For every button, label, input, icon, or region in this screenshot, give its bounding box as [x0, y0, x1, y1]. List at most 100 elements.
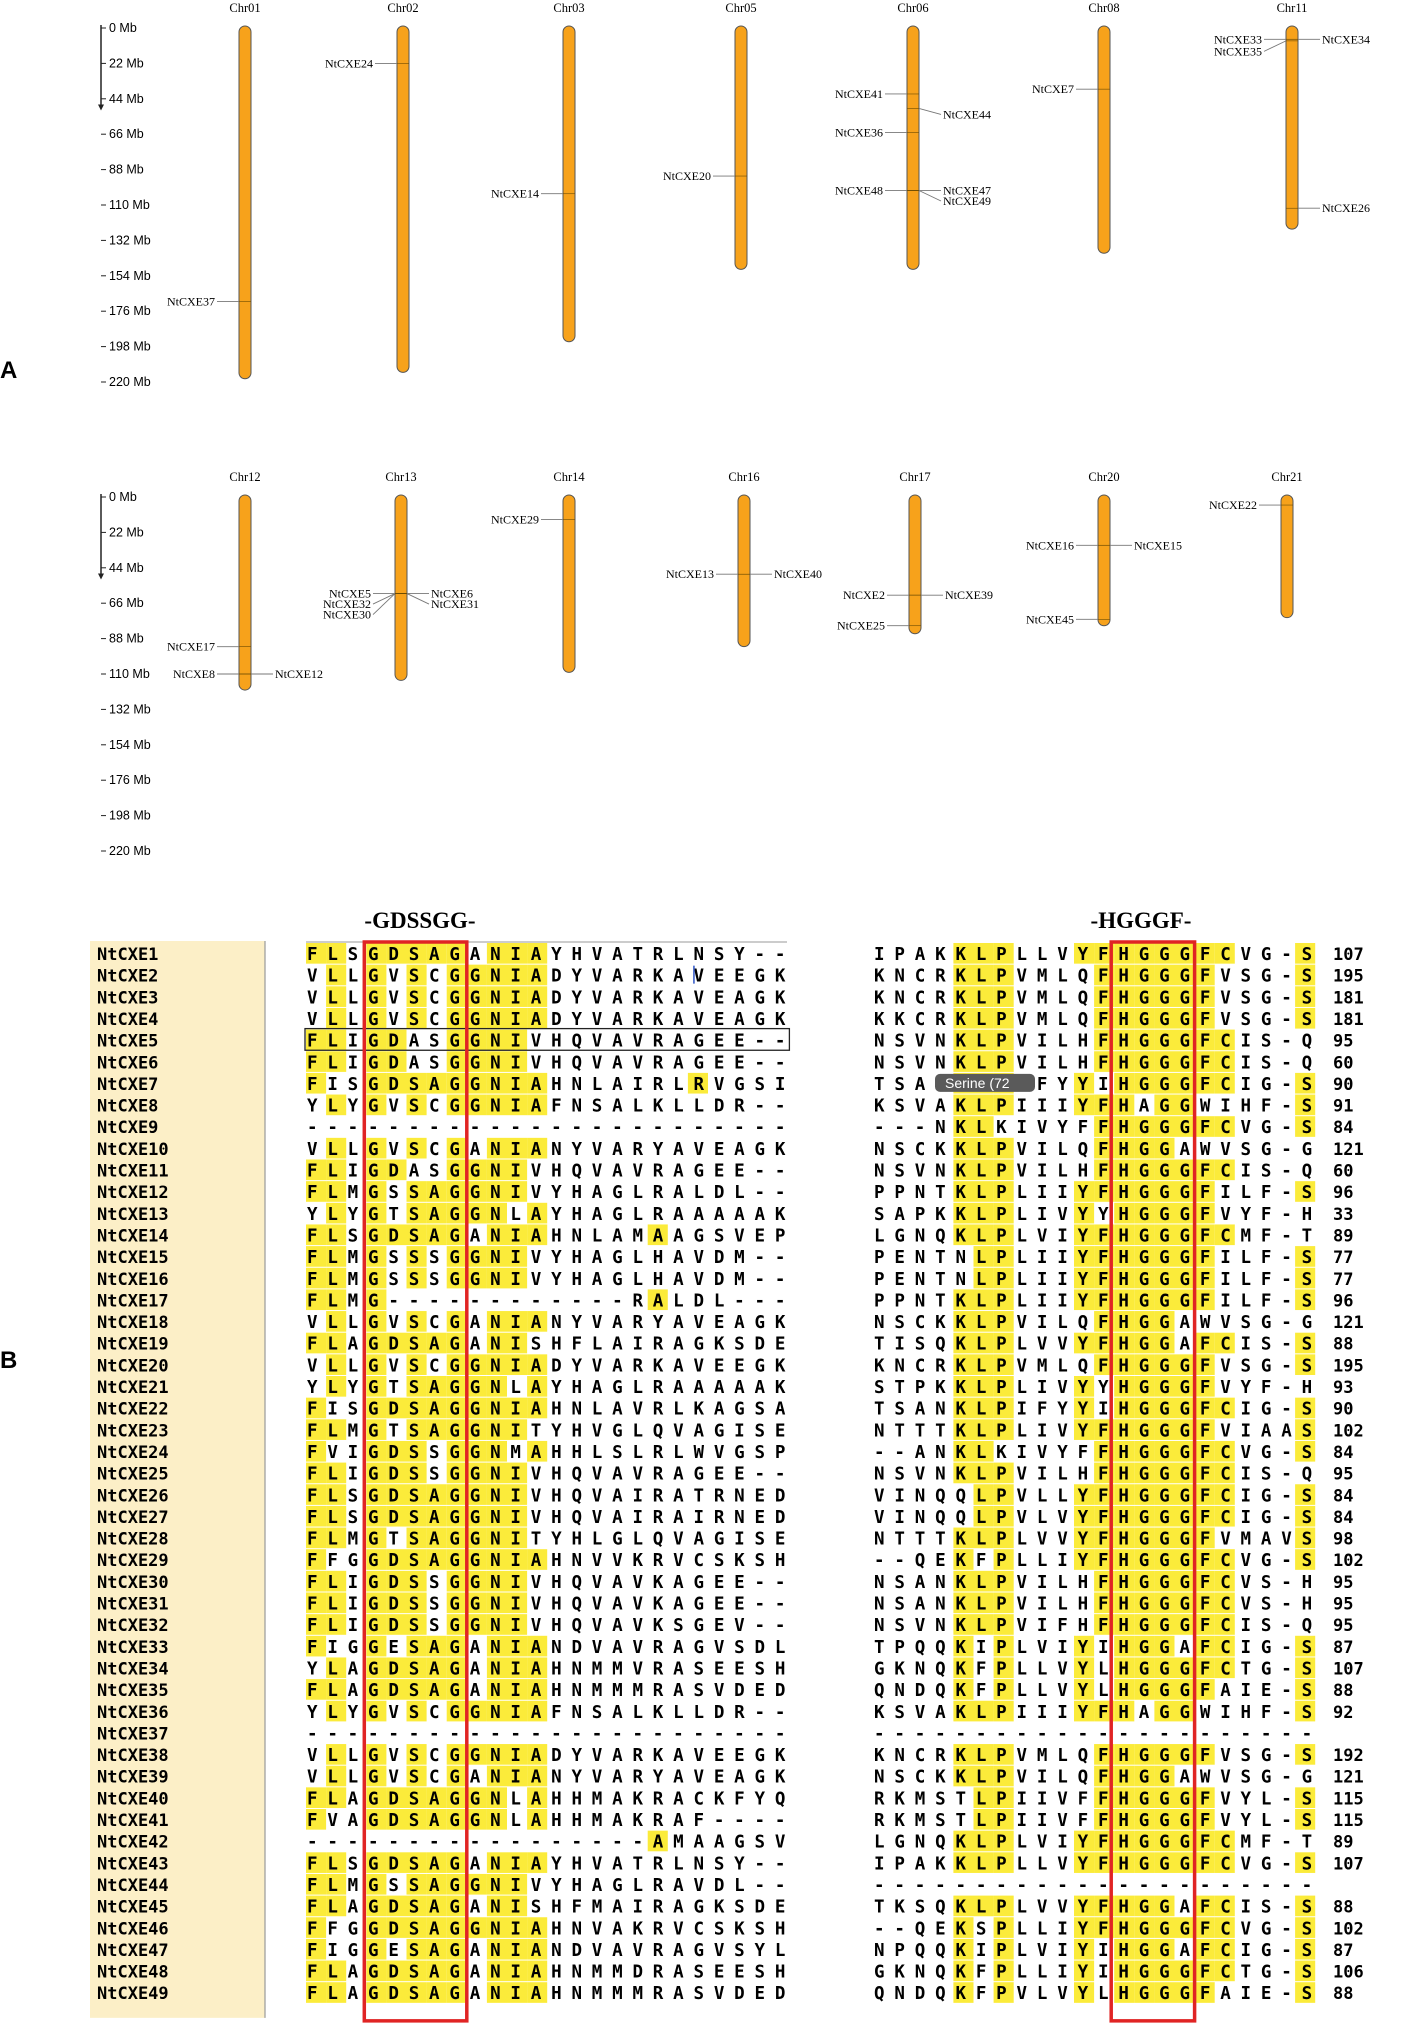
sequence-right: NSANKLPVILHFHGGGFCVS-H	[874, 1570, 1312, 1593]
gene-label: NtCXE47	[943, 184, 991, 198]
alignment-row: NtCXE43 FLSGDSAGANIAYHVATRLNSY-- IPAKKLPLL…	[97, 1852, 1364, 1874]
motif-box-hgggf	[1109, 940, 1197, 2023]
sequence-name: NtCXE6	[97, 1053, 158, 1073]
sequence-name: NtCXE23	[97, 1421, 169, 1441]
gene-label: NtCXE33	[1214, 32, 1262, 46]
sequence-left: FLSGDSAGGNIVHQVAIRATRNED	[306, 1484, 785, 1506]
scale-tick-label: 176 Mb	[109, 773, 151, 787]
scale-tick-label: 88 Mb	[109, 632, 144, 646]
position-number: 107	[1333, 1659, 1364, 1679]
sequence-left: FLMGTSAGGNITYHLGLQVAGISE	[306, 1527, 785, 1550]
gene-marker: NtCXE26	[1286, 201, 1370, 215]
sequence-left: FLAGDSAGANISHFMAIRAGKSDE	[306, 1895, 785, 1918]
position-number: 77	[1333, 1248, 1353, 1268]
scale-tick-label: 44 Mb	[109, 561, 144, 575]
gene-marker: NtCXE16	[1026, 538, 1110, 552]
motif-label-gdssgg: -GDSSGG-	[364, 908, 475, 933]
alignment-row: NtCXE28 FLMGTSAGGNITYHLGLQVAGISE NTTTKLPLV…	[97, 1527, 1353, 1550]
sequence-left: FLMGSSAGGNIVYHAGLRAVDL--	[306, 1873, 785, 1896]
sequence-left: ------------------------	[307, 1724, 785, 1744]
gene-marker: NtCXE13	[666, 567, 750, 581]
right-sequence-text: KNCRKLPVMLQFHGGGFVSG-S	[874, 1356, 1312, 1376]
sequence-name: NtCXE14	[97, 1226, 169, 1246]
gene-label: NtCXE22	[1209, 498, 1257, 512]
sequence-right: IPAKKLPLLVYFHGGGFCVG-S	[874, 943, 1316, 965]
sequence-left: FVIGDSSGGNMAHHLSLRLWVGSP	[306, 1440, 785, 1463]
alignment-row: NtCXE7FISGDSAGGNIAHNLAIRLRVGSITSAKKLPIFY…	[97, 1072, 1353, 1095]
position-number: 95	[1333, 1616, 1353, 1636]
chromosome-name: Chr12	[229, 470, 260, 484]
chromosome-name: Chr06	[897, 1, 928, 15]
chromosome-name: Chr17	[899, 470, 930, 484]
sequence-right: KNCRKLPVMLQFHGGGFVSG-S	[874, 1354, 1316, 1376]
gene-label: NtCXE29	[491, 513, 539, 527]
gene-marker: NtCXE22	[1209, 498, 1293, 512]
sequence-right: --ANKLKIVYFFHGGGFCVG-S	[874, 1440, 1316, 1463]
sequence-name: NtCXE11	[97, 1162, 169, 1182]
chromosome-bar	[562, 494, 576, 673]
gene-label: NtCXE13	[666, 567, 714, 581]
sequence-name: NtCXE49	[97, 1984, 169, 2004]
sequence-name: NtCXE25	[97, 1465, 169, 1485]
sequence-right: KNCRKLPVMLQFHGGGFVSG-S	[874, 1744, 1316, 1766]
sequence-right: GKNQKFPLLIYIHGGGFCTG-S	[874, 1960, 1316, 1983]
tooltip-text: Serine (72	[945, 1075, 1010, 1091]
position-number: 96	[1333, 1183, 1353, 1203]
sequence-right: GKNQKFPLLVYLHGGGFCTG-S	[874, 1657, 1316, 1679]
left-sequence-text: ------------------------	[307, 1118, 785, 1138]
gene-label: NtCXE34	[1322, 32, 1370, 46]
gene-label: NtCXE17	[167, 640, 215, 654]
alignment-svg: B -GDSSGG- -HGGGF- NtCXE1 FLSGDSAGANIAYHVATR…	[0, 908, 1364, 2023]
alignment-row: NtCXE41 FVAGDSAGGNLAHHMAKRAF---- RKMSTLPII…	[97, 1809, 1364, 1831]
right-sequence-text: --ANKLKIVYFFHGGGFCVG-S	[874, 1443, 1312, 1463]
sequence-name: NtCXE32	[97, 1616, 169, 1636]
sequence-right: PPNTKLPLIIYFHGGGFILF-S	[874, 1289, 1316, 1311]
gene-label: NtCXE8	[173, 667, 215, 681]
gene-marker: NtCXE25	[837, 619, 921, 633]
sequence-name: NtCXE31	[97, 1595, 169, 1615]
position-number: 84	[1333, 1443, 1353, 1463]
position-number: 90	[1333, 1400, 1353, 1420]
scale-tick-label: 110 Mb	[109, 667, 150, 681]
alignment-row: NtCXE23 FLMGTSAGGNITYHVGLQVAGISE NTTTKLPLI…	[97, 1419, 1364, 1441]
gene-marker: NtCXE44	[907, 107, 991, 121]
sequence-name: NtCXE26	[97, 1486, 169, 1506]
sequence-right: KKCRKLPVMLQFHGGGFVSG-S	[874, 1007, 1316, 1030]
position-number: 102	[1333, 1421, 1364, 1441]
sequence-name: NtCXE3	[97, 988, 158, 1008]
sequence-name: NtCXE28	[97, 1530, 169, 1550]
scale-axis-1: 0 Mb 22 Mb 44 Mb 66 Mb 88 Mb 110 Mb 132 Mb 154 …	[98, 21, 151, 389]
sequence-right: NSVNKLPVIFHFHGGGFCIS-Q	[874, 1614, 1312, 1636]
sequence-left: FLMGSSSGGNIVYHAGLHAVDM--	[306, 1246, 785, 1268]
sequence-right: NTTTKLPLVVYFHGGGFVMAVS	[874, 1527, 1316, 1550]
sequence-left: YLYGTSAGGNLAYHAGLRAAAAAK	[307, 1376, 786, 1398]
sequence-right: NSVNKLPVILHFHGGGFCIS-Q	[874, 1051, 1312, 1073]
alignment-row: NtCXE46 FFGGDSAGGNIAHNVAKRVCSKSH --QEKSPLL…	[97, 1917, 1364, 1939]
right-sequence-text: KKCRKLPVMLQFHGGGFVSG-S	[874, 1010, 1312, 1030]
gene-label: NtCXE31	[431, 597, 479, 611]
alignment-row: NtCXE1 FLSGDSAGANIAYHVATRLNSY-- IPAKKLPLLV…	[97, 943, 1364, 965]
sequence-right: PENTNLPLIIYFHGGGFILF-S	[874, 1267, 1316, 1290]
sequence-right: NTTTKLPLIVYFHGGGFVIAAS	[874, 1419, 1316, 1441]
position-number: 95	[1333, 1595, 1353, 1615]
right-sequence-text: RKMSTLPIIVFFHGGGFVYL-S	[874, 1811, 1312, 1831]
alignment-row: NtCXE2 VLLGVSCGGNIADYVARKAVEEGK KNCRKLPVML…	[97, 964, 1364, 987]
position-number: 93	[1333, 1378, 1353, 1398]
alignment-row: NtCXE10 VLLGVSCGANIANYVARYAVEAGK NSCKKLPVI…	[97, 1137, 1364, 1160]
position-number: 181	[1333, 1010, 1364, 1030]
position-number: 84	[1333, 1486, 1353, 1506]
chromosome-name: Chr13	[385, 470, 416, 484]
sequence-name: NtCXE21	[97, 1378, 169, 1398]
gene-marker: NtCXE36	[835, 126, 919, 140]
gene-label: NtCXE5	[329, 587, 371, 601]
sequence-name: NtCXE16	[97, 1270, 169, 1290]
scale-tick-label: 198 Mb	[109, 809, 151, 823]
right-sequence-text: RKMSTLPIIVFFHGGGFVYL-S	[874, 1789, 1312, 1809]
right-sequence-text: NSVNKLPVILHFHGGGFCIS-Q	[874, 1053, 1312, 1073]
position-number: 77	[1333, 1270, 1353, 1290]
alignment-row: NtCXE38 VLLGVSCGGNIADYVARKAVEEGK KNCRKLPVM…	[97, 1744, 1364, 1766]
sequence-right: KSVAKLPIIIYFHAGGWIHF-S	[874, 1094, 1316, 1117]
alignment-row: NtCXE30 FLIGDSSGGNIVHQVAVKAGEE-- NSANKLPVI…	[97, 1570, 1353, 1593]
chromosome-name: Chr03	[553, 1, 584, 15]
chromosome-name: Chr14	[553, 470, 585, 484]
